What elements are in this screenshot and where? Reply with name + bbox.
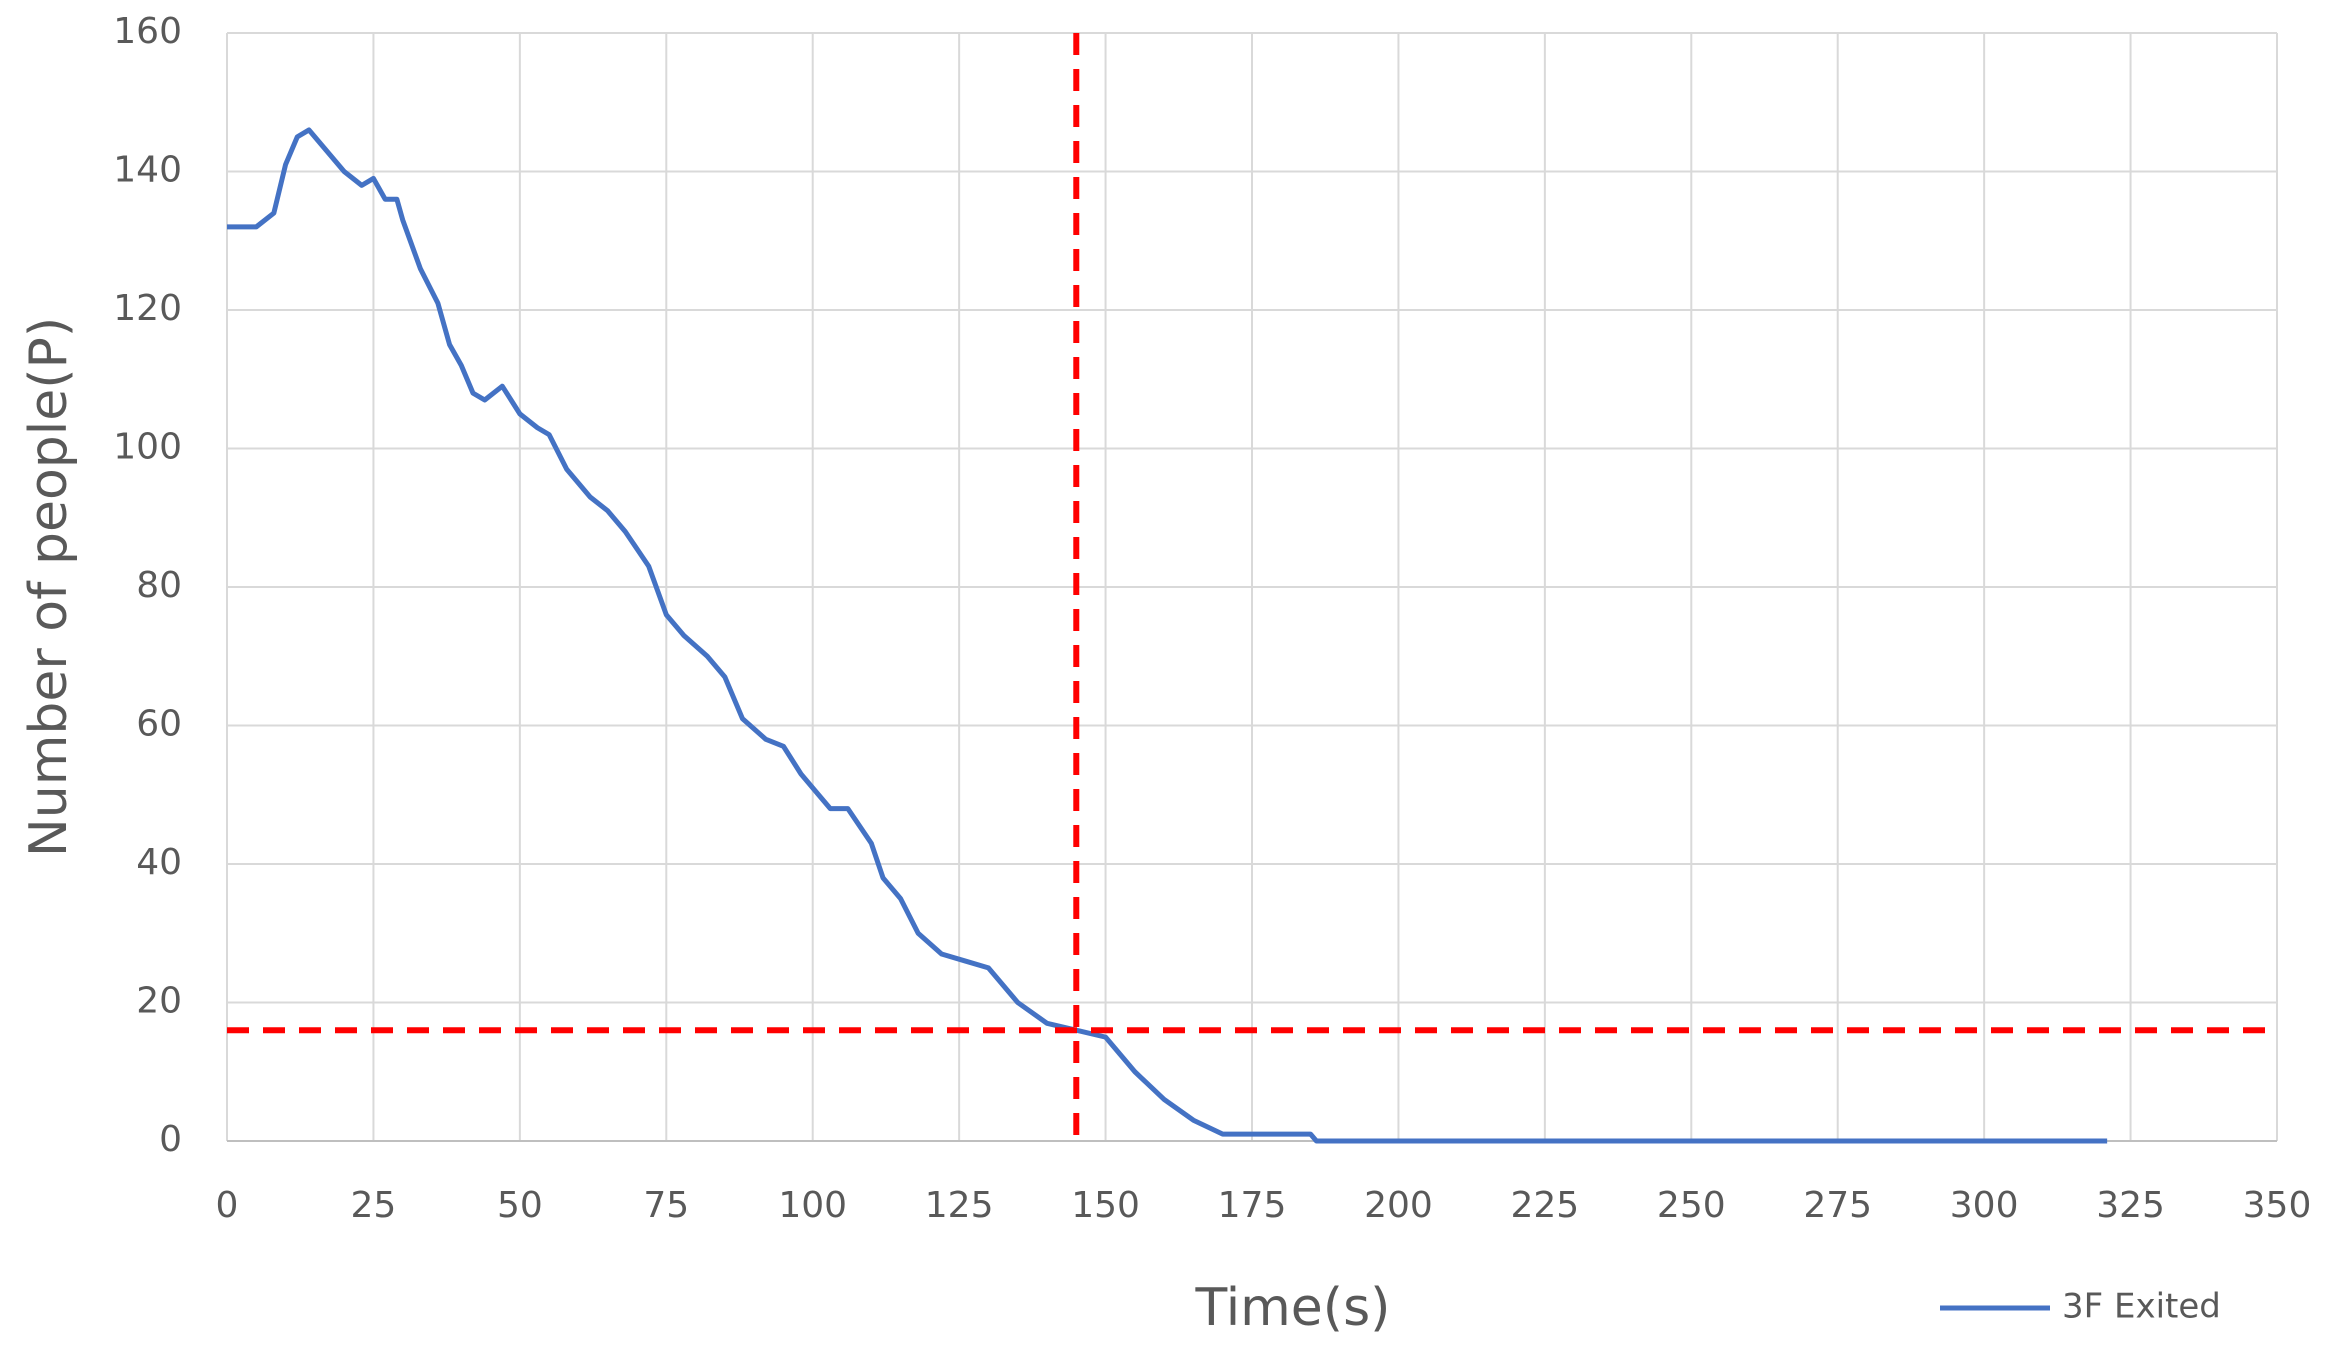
x-tick-label: 150 xyxy=(1071,1185,1140,1226)
x-tick-label: 100 xyxy=(778,1185,847,1226)
y-tick-label: 0 xyxy=(159,1119,182,1160)
x-tick-label: 325 xyxy=(2096,1185,2165,1226)
y-tick-label: 80 xyxy=(136,565,182,606)
y-tick-label: 140 xyxy=(113,150,182,191)
x-tick-label: 0 xyxy=(216,1185,239,1226)
x-tick-label: 300 xyxy=(1950,1185,2019,1226)
y-tick-label: 40 xyxy=(136,842,182,883)
x-tick-label: 50 xyxy=(497,1185,543,1226)
y-tick-label: 20 xyxy=(136,981,182,1022)
x-tick-label: 350 xyxy=(2243,1185,2312,1226)
x-tick-label: 200 xyxy=(1364,1185,1433,1226)
x-axis-title: Time(s) xyxy=(1195,1278,1391,1338)
x-tick-label: 25 xyxy=(351,1185,397,1226)
x-tick-label: 175 xyxy=(1218,1185,1287,1226)
x-tick-label: 225 xyxy=(1510,1185,1579,1226)
x-tick-label: 250 xyxy=(1657,1185,1726,1226)
y-tick-label: 60 xyxy=(136,704,182,745)
y-tick-label: 100 xyxy=(113,427,182,468)
x-tick-label: 75 xyxy=(643,1185,689,1226)
x-tick-label: 125 xyxy=(925,1185,994,1226)
y-axis-title: Number of people(P) xyxy=(19,317,79,857)
legend-label: 3F Exited xyxy=(2062,1287,2221,1327)
x-tick-label: 275 xyxy=(1803,1185,1872,1226)
y-tick-label: 120 xyxy=(113,288,182,329)
data-line xyxy=(227,127,2108,1144)
y-tick-label: 160 xyxy=(113,11,182,52)
